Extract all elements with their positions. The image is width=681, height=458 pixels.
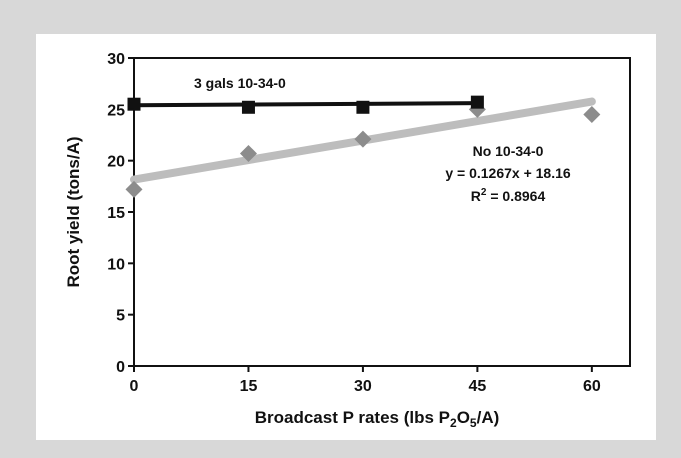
y-tick-label: 30 [107, 51, 125, 68]
y-tick-label: 15 [107, 205, 125, 222]
trendline-3-gals [132, 101, 480, 108]
y-tick-label: 10 [107, 256, 125, 273]
data-point-diamond [239, 144, 257, 162]
data-point-diamond [583, 105, 601, 123]
x-tick-label: 0 [130, 378, 139, 395]
data-point-square [470, 95, 484, 109]
data-point-diamond [125, 180, 143, 198]
ticks: 0 5 10 15 20 25 30 0 15 30 45 60 [107, 51, 601, 395]
series-label-3-gals: 3 gals 10-34-0 [194, 75, 286, 91]
r-squared-label: R2 = 0.8964 [471, 187, 546, 204]
x-tick-label: 60 [583, 378, 601, 395]
data-point-diamond [354, 130, 372, 148]
y-axis-title: Root yield (tons/A) [64, 136, 83, 287]
data-point-square [127, 97, 141, 111]
data-point-square [356, 100, 370, 114]
x-tick-label: 45 [468, 378, 486, 395]
y-tick-label: 0 [116, 359, 125, 376]
chart-panel: 0 5 10 15 20 25 30 0 15 30 45 60 3 gals 10-34-0 No … [36, 34, 656, 440]
x-axis-title: Broadcast P rates (lbs P2O5/A) [255, 408, 500, 430]
scatter-chart: 0 5 10 15 20 25 30 0 15 30 45 60 3 gals 10-34-0 No … [64, 51, 631, 430]
y-tick-label: 5 [116, 308, 125, 325]
trendline-equation: y = 0.1267x + 18.16 [445, 165, 571, 181]
markers [125, 95, 601, 198]
x-tick-label: 30 [354, 378, 372, 395]
y-tick-label: 20 [107, 154, 125, 171]
x-tick-label: 15 [240, 378, 258, 395]
data-point-square [241, 100, 255, 114]
y-tick-label: 25 [107, 102, 125, 119]
series-label-no-10-34-0: No 10-34-0 [473, 143, 544, 159]
